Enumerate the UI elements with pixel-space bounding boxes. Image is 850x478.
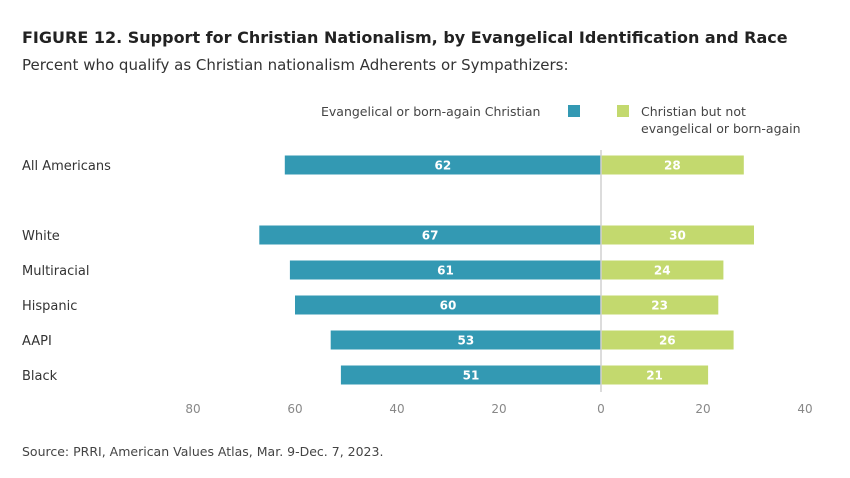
source-note: Source: PRRI, American Values Atlas, Mar…	[22, 444, 384, 459]
bar-evangelical	[289, 260, 601, 280]
x-tick-label: 40	[797, 402, 812, 416]
x-tick-label: 0	[597, 402, 605, 416]
bar-other	[601, 330, 734, 350]
x-tick-label: 20	[695, 402, 710, 416]
bar-other	[601, 260, 724, 280]
legend-swatch-other	[617, 105, 629, 117]
data-label: 53	[457, 334, 474, 348]
data-label: 28	[664, 159, 681, 173]
data-label: 61	[437, 264, 454, 278]
chart-title: FIGURE 12. Support for Christian Nationa…	[22, 28, 788, 47]
bar-evangelical	[259, 225, 601, 245]
bar-other	[601, 225, 754, 245]
bar-other	[601, 155, 744, 175]
category-label: AAPI	[22, 334, 52, 349]
bar-evangelical	[340, 365, 601, 385]
bar-evangelical	[295, 295, 601, 315]
chart-subtitle: Percent who qualify as Christian nationa…	[22, 56, 569, 74]
legend-swatch-evangelical	[568, 105, 580, 117]
category-label: All Americans	[22, 159, 111, 174]
category-label: Hispanic	[22, 299, 77, 314]
data-label: 21	[646, 369, 663, 383]
bar-evangelical	[330, 330, 601, 350]
x-tick-label: 60	[287, 402, 302, 416]
x-tick-label: 80	[185, 402, 200, 416]
data-label: 60	[440, 299, 457, 313]
legend-label-other: Christian but not evangelical or born-ag…	[641, 103, 801, 137]
bar-evangelical	[284, 155, 601, 175]
bar-other	[601, 365, 709, 385]
legend-label-evangelical: Evangelical or born-again Christian	[321, 104, 541, 119]
data-label: 51	[463, 369, 480, 383]
bar-other	[601, 295, 719, 315]
category-label: White	[22, 229, 60, 244]
legend-label-other-line1: Christian but not	[641, 104, 746, 119]
data-label: 26	[659, 334, 676, 348]
legend-label-other-line2: evangelical or born-again	[641, 121, 801, 136]
data-label: 62	[435, 159, 452, 173]
x-tick-label: 40	[389, 402, 404, 416]
data-label: 23	[651, 299, 668, 313]
data-label: 24	[654, 264, 671, 278]
x-tick-label: 20	[491, 402, 506, 416]
category-label: Black	[22, 369, 58, 384]
data-label: 67	[422, 229, 439, 243]
data-label: 30	[669, 229, 686, 243]
category-label: Multiracial	[22, 264, 89, 279]
